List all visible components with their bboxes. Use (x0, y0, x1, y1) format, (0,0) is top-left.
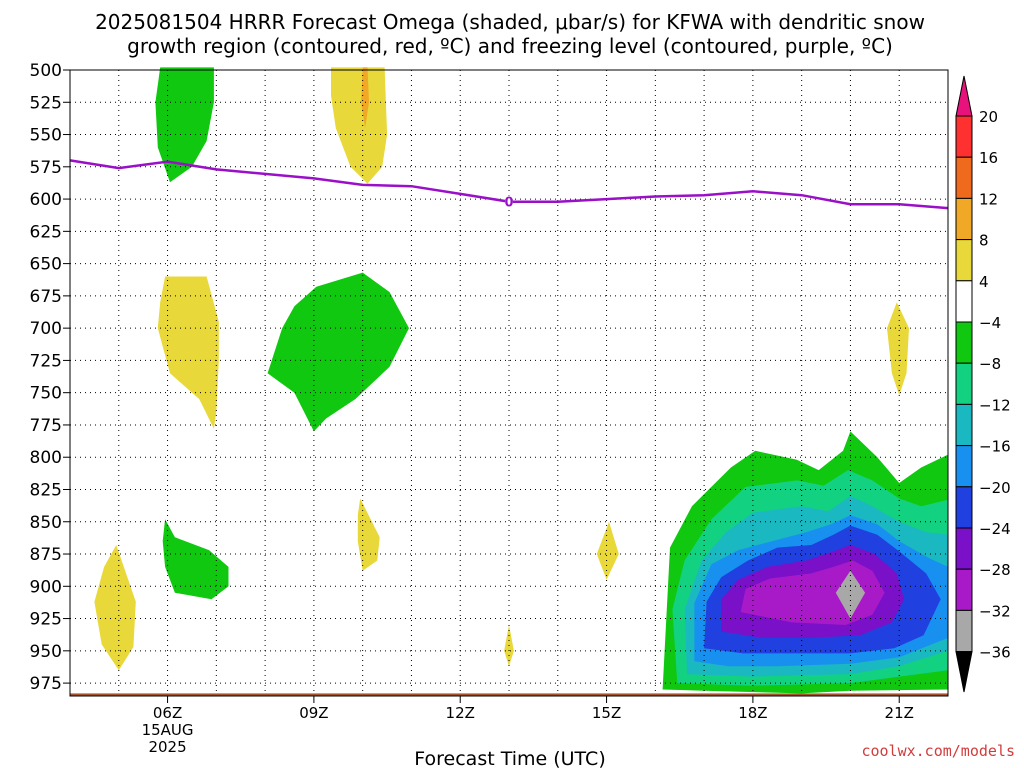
colorbar-band-7 (955, 362, 973, 405)
omega-region-3 (157, 276, 219, 429)
chart-title-line-1: 2025081504 HRRR Forecast Omega (shaded, … (95, 10, 925, 34)
omega-region-2 (361, 67, 369, 129)
plot-frame (69, 69, 949, 697)
omega-region-8 (357, 498, 380, 571)
plot-area: 0 (69, 67, 949, 697)
credit-text: coolwx.com/models (861, 742, 1015, 760)
colorbar: 20 16 12 8 4 −4 −8 −12 −16 −20 −24 −28 −32 −36 (955, 75, 1011, 693)
colorbar-band-4 (955, 239, 973, 282)
x-tick-sublabel-0: 15AUG (142, 721, 194, 739)
y-tick-label-900: 900 (30, 577, 62, 597)
x-tick-label-21Z: 21Z (885, 704, 914, 722)
colorbar-label-4: 4 (979, 273, 989, 291)
colorbar-band-11 (955, 527, 973, 570)
colorbar-label-11: −28 (979, 561, 1011, 579)
y-tick-label-875: 875 (30, 545, 62, 565)
colorbar-label-8: −16 (979, 438, 1011, 456)
omega-region-9 (596, 521, 619, 580)
omega-region-4 (267, 272, 409, 432)
colorbar-label-12: −32 (979, 602, 1011, 620)
ground-strip (70, 693, 948, 696)
y-tick-label-625: 625 (30, 222, 62, 242)
colorbar-band-9 (955, 445, 973, 488)
freezing-level-label: 0 (504, 196, 513, 211)
terrain (70, 693, 948, 696)
colorbar-label-7: −12 (979, 396, 1011, 414)
colorbar-band-6 (955, 321, 973, 364)
y-tick-label-675: 675 (30, 287, 62, 307)
omega-shading (94, 67, 948, 694)
y-tick-label-575: 575 (30, 158, 62, 178)
chart-title-line-2: growth region (contoured, red, ºC) and f… (127, 34, 893, 58)
freezing-level-line (69, 159, 949, 210)
omega-region-6 (162, 519, 229, 600)
colorbar-band-5 (955, 280, 973, 323)
colorbar-band-13 (955, 609, 973, 653)
freezing-level: 0 (69, 159, 949, 211)
y-tick-label-500: 500 (30, 61, 62, 81)
colorbar-bottom-arrow (955, 651, 973, 693)
colorbar-label-10: −24 (979, 520, 1011, 538)
y-tick-label-750: 750 (30, 384, 62, 404)
x-tick-label-09Z: 09Z (299, 704, 328, 722)
colorbar-label-9: −20 (979, 479, 1011, 497)
y-tick-label-700: 700 (30, 319, 62, 339)
colorbar-label-13: −36 (979, 644, 1011, 662)
y-tick-label-525: 525 (30, 93, 62, 113)
omega-region-5 (887, 302, 909, 396)
x-axis-label: Forecast Time (UTC) (414, 748, 605, 768)
y-tick-label-850: 850 (30, 513, 62, 533)
y-tick-label-975: 975 (30, 674, 62, 694)
y-tick-label-725: 725 (30, 351, 62, 371)
colorbar-band-8 (955, 403, 973, 447)
omega-region-18 (835, 570, 866, 619)
omega-region-0 (155, 67, 214, 183)
colorbar-band-2 (955, 156, 973, 199)
x-tick-label-12Z: 12Z (446, 704, 475, 722)
x-tick-label-06Z: 06Z (153, 704, 182, 722)
colorbar-label-1: 16 (979, 149, 998, 167)
colorbar-band-3 (955, 197, 973, 241)
x-tick-sublabel-1: 2025 (148, 738, 186, 756)
y-tick-label-775: 775 (30, 416, 62, 436)
colorbar-label-2: 12 (979, 190, 998, 208)
y-tick-label-950: 950 (30, 642, 62, 662)
y-tick-label-600: 600 (30, 190, 62, 210)
colorbar-label-3: 8 (979, 232, 989, 250)
y-tick-label-550: 550 (30, 126, 62, 146)
x-tick-label-18Z: 18Z (738, 704, 767, 722)
colorbar-label-5: −4 (979, 314, 1001, 332)
y-tick-label-825: 825 (30, 480, 62, 500)
y-axis: 500 525 550 575 600 625 650 675 700 725 750 775 800 8… (30, 61, 70, 694)
x-tick-label-15Z: 15Z (592, 704, 621, 722)
omega-region-7 (94, 545, 136, 671)
freezing-level-label-bg (505, 195, 513, 208)
colorbar-label-0: 20 (979, 108, 998, 126)
colorbar-band-10 (955, 486, 973, 529)
colorbar-band-12 (955, 568, 973, 611)
y-tick-label-800: 800 (30, 448, 62, 468)
colorbar-label-6: −8 (979, 355, 1001, 373)
colorbar-top-arrow (955, 75, 973, 117)
y-tick-label-650: 650 (30, 255, 62, 275)
colorbar-band-1 (955, 115, 973, 158)
y-tick-label-925: 925 (30, 610, 62, 630)
omega-region-1 (331, 67, 388, 184)
